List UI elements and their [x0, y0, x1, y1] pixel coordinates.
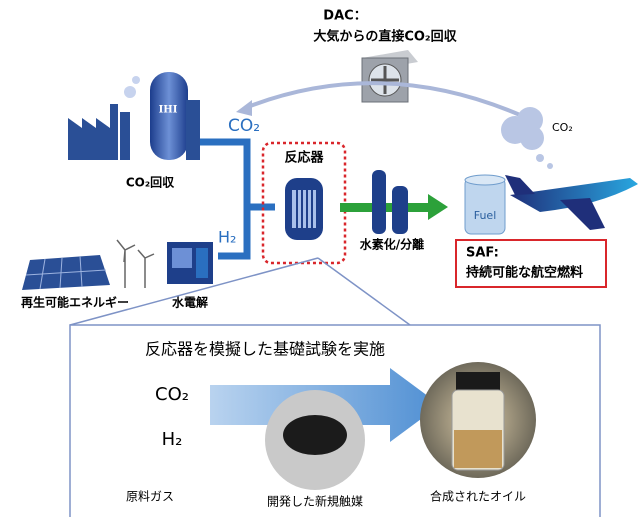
diagram: DAC： 大気からの直接CO₂回収 CO₂ IHI CO₂回収 CO₂ 反応器 … — [0, 0, 642, 517]
caption: 原料ガス — [126, 490, 174, 504]
reactor-label: 反応器 — [284, 150, 324, 166]
experiment-title: 反応器を模擬した基礎試験を実施 — [145, 340, 385, 359]
dac-subtitle: 大気からの直接CO₂回収 — [313, 29, 457, 45]
gas: CO₂ — [155, 384, 189, 405]
gas: H₂ — [162, 429, 183, 450]
cloud-label: CO₂ — [552, 121, 573, 134]
zoom-line — [70, 258, 410, 325]
separator — [372, 170, 408, 234]
tank — [124, 72, 200, 160]
factory — [68, 104, 130, 160]
plant-label: CO₂回収 — [126, 176, 175, 190]
caption: 合成されたオイル — [430, 489, 526, 504]
co2-pipe-label: CO₂ — [228, 116, 260, 136]
fuel-tank — [465, 175, 505, 234]
airplane — [505, 175, 638, 230]
dac-unit — [362, 50, 418, 102]
catalyst-photo — [265, 390, 365, 490]
caption: 開発した新規触媒 — [267, 494, 363, 509]
saf-title: SAF: — [466, 246, 499, 261]
electrolyzer — [167, 242, 213, 284]
arrow-head — [236, 100, 252, 116]
h2-pipe-label: H₂ — [218, 228, 236, 247]
fuel-label: Fuel — [474, 209, 497, 222]
oil-photo — [420, 362, 536, 478]
arrow-head — [428, 194, 448, 220]
reactor — [285, 178, 323, 240]
saf-subtitle: 持続可能な航空燃料 — [466, 265, 583, 281]
dac-title: DAC： — [323, 9, 366, 24]
separation-label: 水素化/分離 — [360, 237, 424, 252]
wind-turbine — [117, 240, 154, 288]
tank-logo: IHI — [159, 105, 178, 116]
cloud — [501, 107, 553, 169]
solar-panel — [22, 255, 110, 290]
energy-label: 再生可能エネルギー — [21, 295, 129, 310]
